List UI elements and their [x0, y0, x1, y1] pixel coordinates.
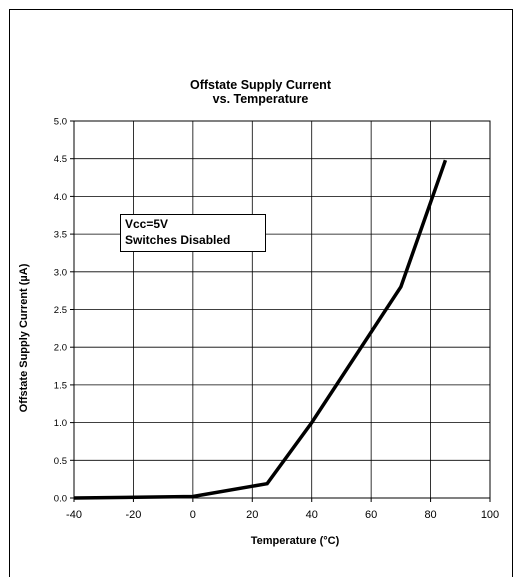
x-tick-label: 80 — [424, 509, 436, 521]
gridlines — [74, 121, 490, 498]
chart-title: Offstate Supply Current vs. Temperature — [0, 78, 521, 106]
y-tick-label: 3.5 — [54, 230, 67, 241]
y-tick-label: 1.0 — [54, 418, 67, 429]
chart-title-line-1: Offstate Supply Current — [0, 78, 521, 92]
x-axis-label: Temperature (°C) — [195, 535, 395, 547]
y-tick-label: 0.5 — [54, 456, 67, 467]
series-layer — [74, 160, 445, 498]
conditions-annotation: Vcc=5V Switches Disabled — [120, 214, 266, 252]
series-line-0 — [74, 160, 445, 498]
x-tick-label: -20 — [125, 509, 141, 521]
y-tick-label: 0.0 — [54, 494, 67, 505]
x-tick-label: 0 — [190, 509, 196, 521]
y-tick-label: 4.0 — [54, 192, 67, 203]
y-tick-label: 1.5 — [54, 380, 67, 391]
x-tick-label: 100 — [481, 509, 499, 521]
x-tick-label: 20 — [246, 509, 258, 521]
x-tick-label: 60 — [365, 509, 377, 521]
y-tick-label: 5.0 — [54, 117, 67, 128]
y-tick-label: 2.0 — [54, 343, 67, 354]
x-tick-label: 40 — [306, 509, 318, 521]
y-tick-label: 4.5 — [54, 154, 67, 165]
x-tick-label: -40 — [66, 509, 82, 521]
y-axis-label: Offstate Supply Current (µA) — [18, 264, 30, 413]
chart-title-line-2: vs. Temperature — [0, 92, 521, 106]
y-tick-label: 2.5 — [54, 305, 67, 316]
annotation-line-2: Switches Disabled — [125, 232, 261, 248]
y-tick-label: 3.0 — [54, 267, 67, 278]
annotation-line-1: Vcc=5V — [125, 216, 261, 232]
